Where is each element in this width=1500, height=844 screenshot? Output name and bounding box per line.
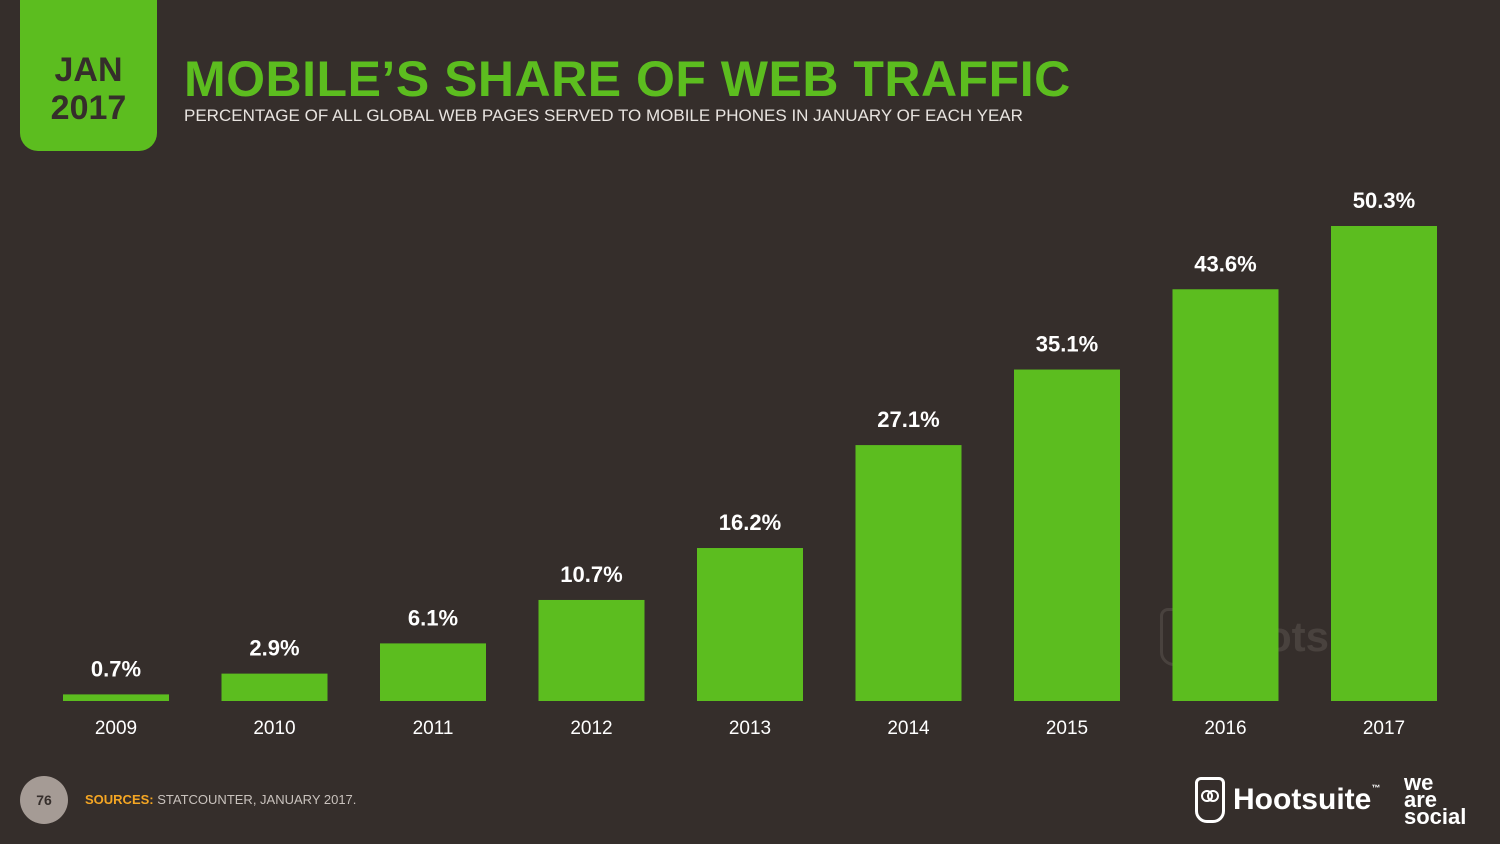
data-label-2013: 16.2%: [719, 510, 781, 535]
we-are-social-logo: we are social: [1404, 770, 1467, 829]
bar-2011: [380, 643, 486, 701]
hootsuite-logo: Hootsuite™: [1195, 777, 1380, 823]
date-month: JAN: [54, 51, 123, 89]
bar-2015: [1014, 369, 1120, 701]
owl-icon: [1195, 777, 1225, 823]
x-tick-label-2016: 2016: [1204, 718, 1246, 739]
x-tick-label-2014: 2014: [887, 718, 930, 739]
sources-text: STATCOUNTER, JANUARY 2017.: [157, 792, 357, 807]
data-label-2011: 6.1%: [408, 605, 458, 630]
x-tick-label-2009: 2009: [95, 718, 137, 739]
sources-label: SOURCES:: [85, 792, 154, 807]
data-label-2012: 10.7%: [560, 562, 622, 587]
bar-2012: [538, 599, 645, 701]
hootsuite-logo-text: Hootsuite™: [1233, 783, 1381, 816]
sources-note: SOURCES: STATCOUNTER, JANUARY 2017.: [85, 792, 356, 807]
page-subtitle: PERCENTAGE OF ALL GLOBAL WEB PAGES SERVE…: [184, 106, 1023, 125]
x-tick-label-2013: 2013: [729, 718, 771, 739]
bar-2016: [1172, 289, 1279, 701]
x-tick-label-2012: 2012: [570, 718, 612, 739]
x-tick-label-2015: 2015: [1046, 718, 1088, 739]
x-tick-label-2010: 2010: [253, 718, 295, 739]
data-label-2016: 43.6%: [1194, 251, 1256, 276]
x-tick-label-2017: 2017: [1363, 718, 1405, 739]
page-title: MOBILE’S SHARE OF WEB TRAFFIC: [184, 51, 1071, 107]
data-label-2010: 2.9%: [249, 636, 299, 661]
data-label-2009: 0.7%: [91, 656, 141, 681]
bar-2017: [1331, 226, 1437, 701]
page-number: 76: [20, 776, 68, 824]
data-label-2017: 50.3%: [1353, 188, 1415, 213]
bar-2010: [221, 673, 328, 701]
date-year: 2017: [50, 89, 127, 127]
date-tab: JAN 2017: [20, 0, 157, 151]
data-label-2015: 35.1%: [1036, 332, 1098, 357]
x-tick-label-2011: 2011: [413, 718, 454, 739]
bar-2014: [855, 445, 962, 701]
data-label-2014: 27.1%: [877, 407, 939, 432]
bar-2009: [63, 694, 169, 701]
bar-2013: [697, 548, 803, 701]
